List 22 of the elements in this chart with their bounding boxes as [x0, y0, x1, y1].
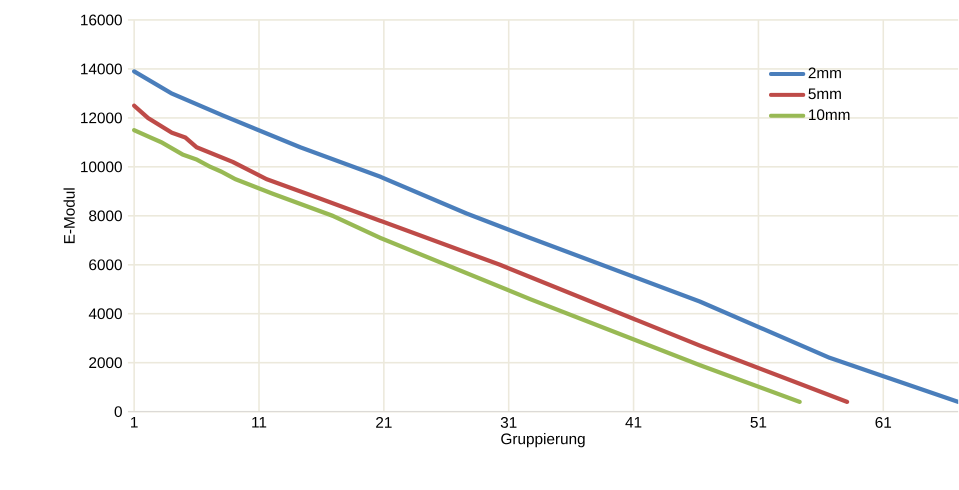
- y-tick-label: 4000: [88, 308, 122, 320]
- legend-label: 5mm: [808, 88, 841, 100]
- y-tick-label: 2000: [89, 357, 122, 368]
- x-tick-label: 11: [252, 417, 266, 428]
- x-tick-label: 41: [625, 417, 642, 428]
- legend-label: 2mm: [808, 68, 841, 78]
- x-tick-label: 31: [500, 417, 516, 428]
- y-tick-label: 16000: [81, 14, 122, 26]
- x-tick-label: 61: [876, 417, 892, 428]
- y-tick-label: 14000: [81, 64, 122, 75]
- x-tick-label: 51: [750, 417, 766, 428]
- y-tick-label: 12000: [81, 112, 122, 124]
- y-axis-title: E-Modul: [64, 188, 75, 244]
- line-series: [132, 69, 958, 404]
- y-tick-label: 6000: [89, 260, 122, 270]
- x-tick-label: 21: [376, 417, 392, 428]
- y-tick-label: 0: [114, 406, 122, 418]
- y-tick-label: 8000: [89, 210, 122, 222]
- x-axis-title: Gruppierung: [501, 433, 585, 448]
- y-tick-label: 10000: [81, 162, 122, 172]
- x-tick-label: 1: [131, 417, 138, 428]
- legend-label: 10mm: [809, 110, 850, 120]
